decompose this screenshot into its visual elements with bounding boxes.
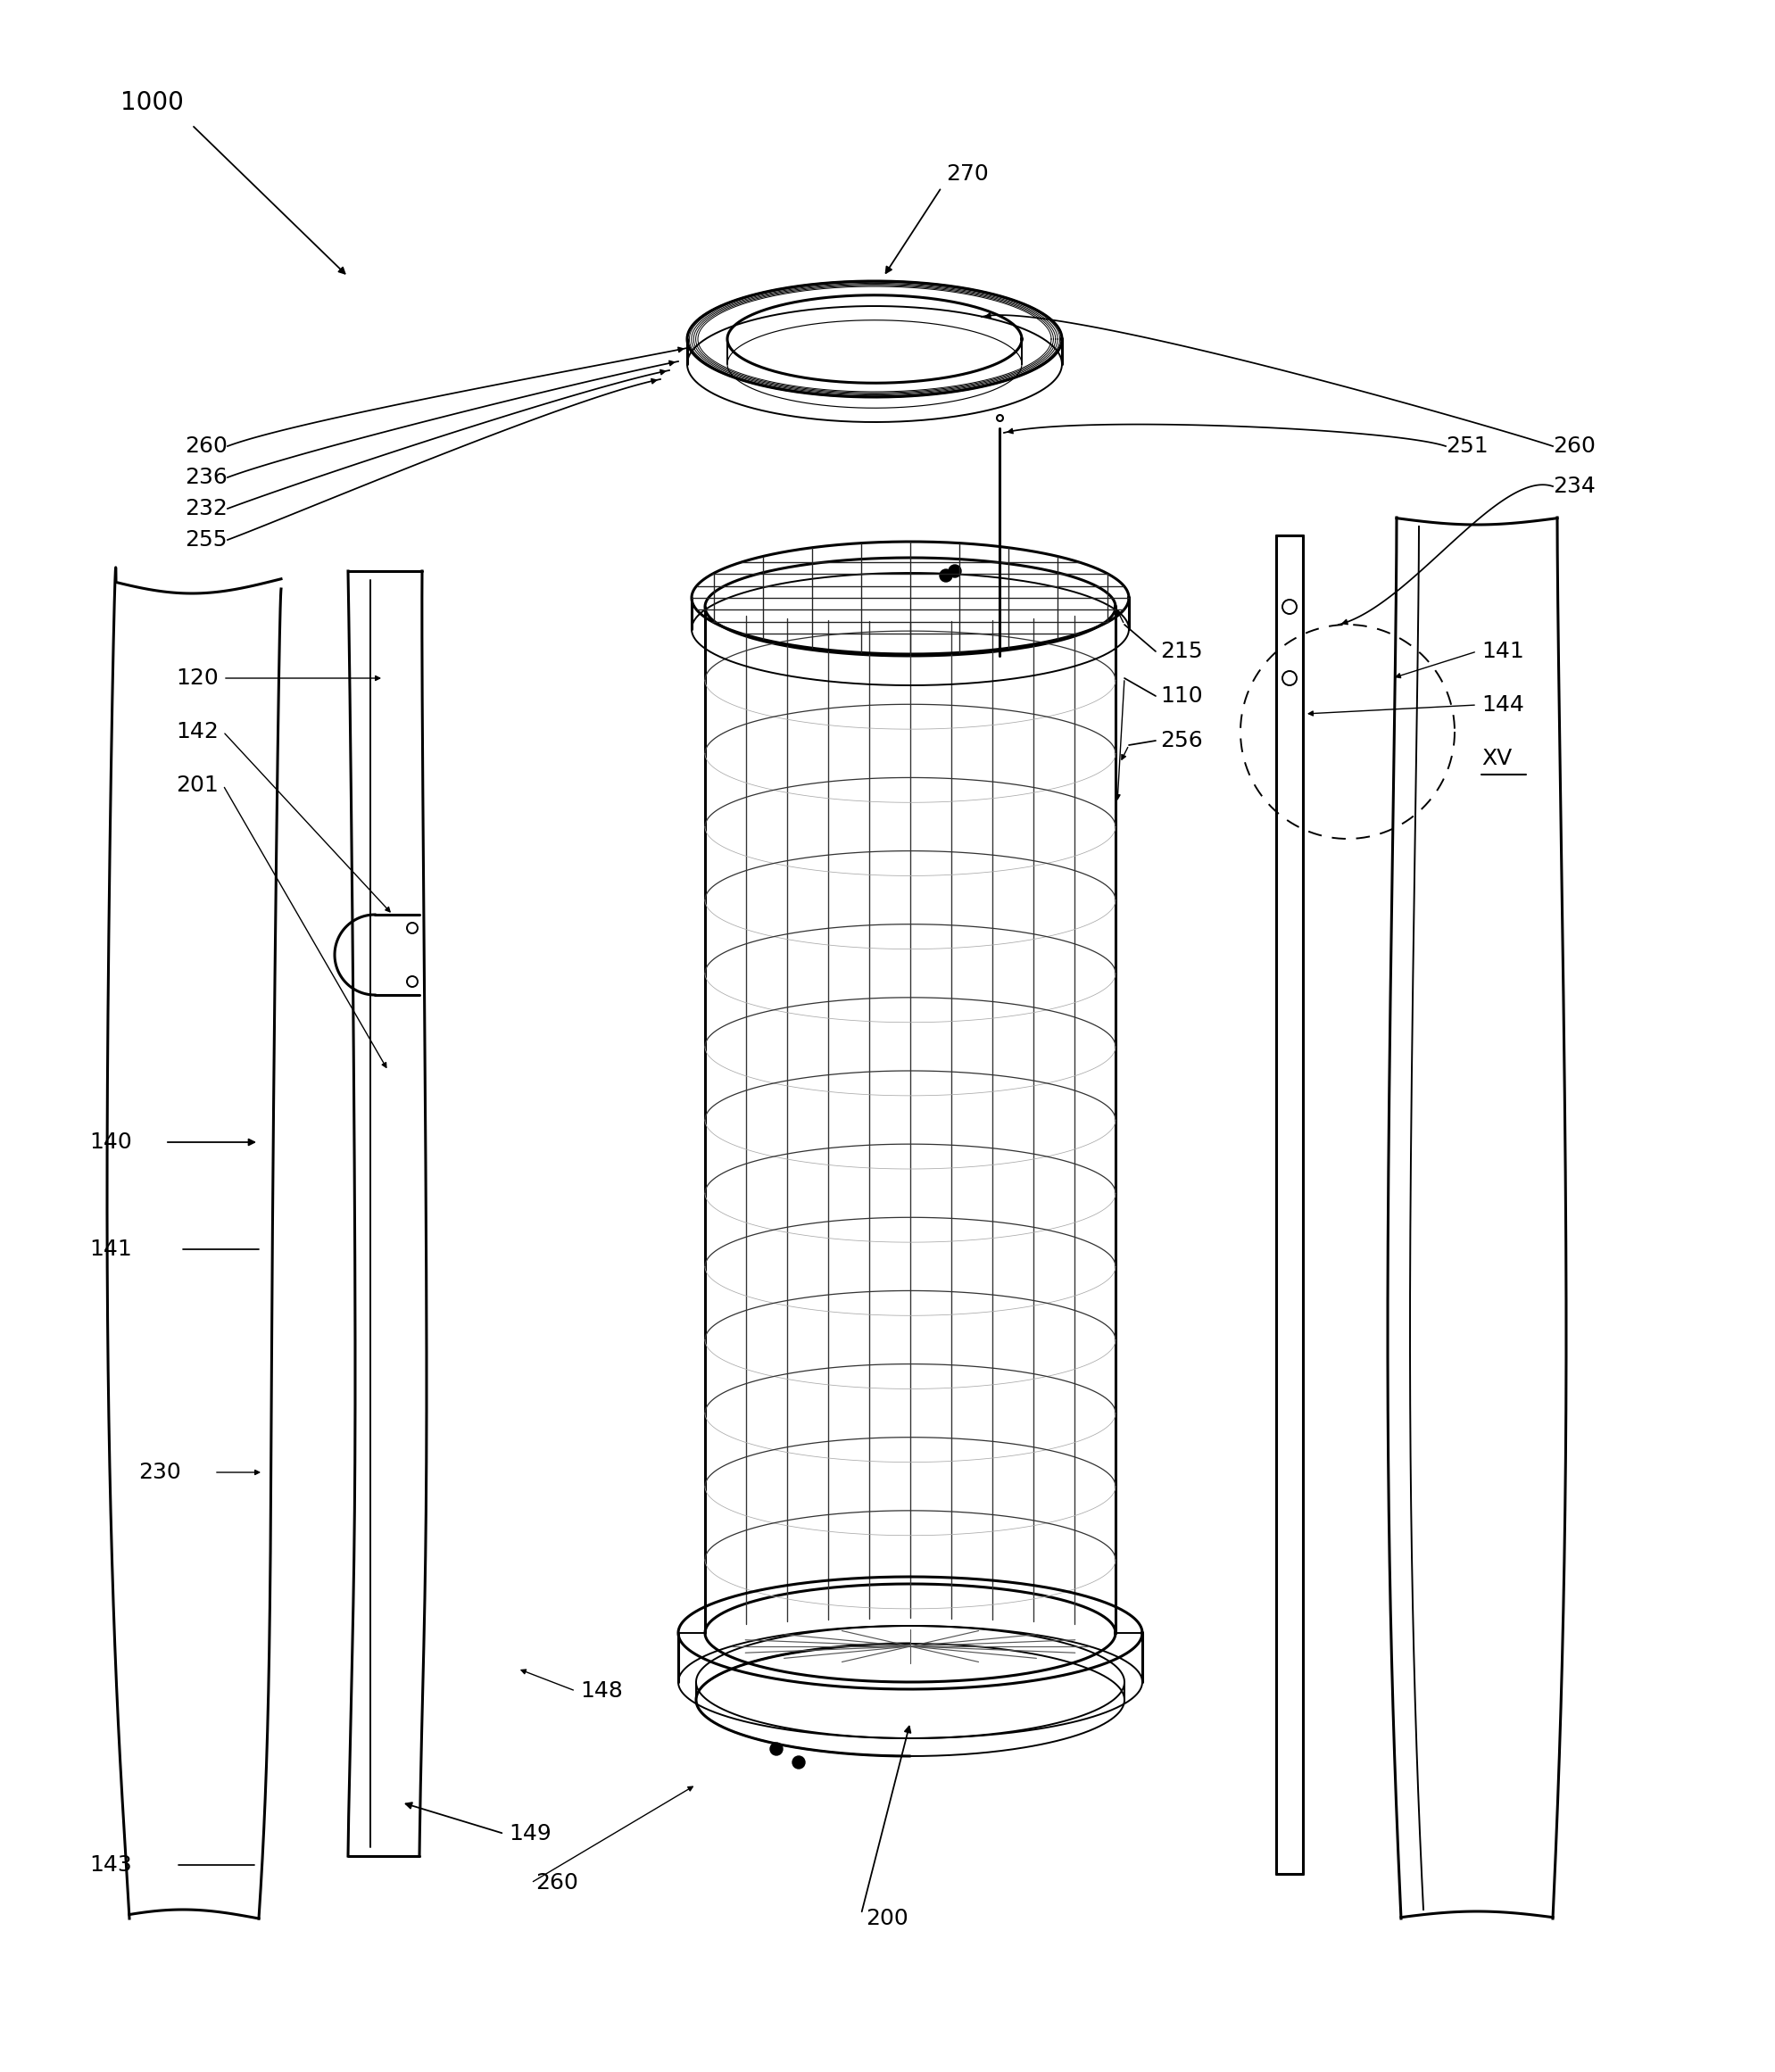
Text: 141: 141 xyxy=(89,1239,131,1260)
Text: 149: 149 xyxy=(508,1823,550,1844)
Text: 215: 215 xyxy=(1159,640,1202,663)
Circle shape xyxy=(948,566,960,578)
Text: 270: 270 xyxy=(946,164,989,184)
Text: 120: 120 xyxy=(176,667,218,688)
Text: 232: 232 xyxy=(185,497,227,520)
Text: 148: 148 xyxy=(580,1680,623,1701)
Text: 201: 201 xyxy=(176,775,218,796)
Text: 256: 256 xyxy=(1159,729,1202,752)
Circle shape xyxy=(939,570,951,582)
Circle shape xyxy=(770,1743,783,1755)
Text: 142: 142 xyxy=(176,721,218,742)
Text: 230: 230 xyxy=(138,1461,181,1484)
Text: 236: 236 xyxy=(185,466,227,489)
Text: 1000: 1000 xyxy=(121,89,183,116)
Text: 260: 260 xyxy=(536,1873,579,1894)
Text: 200: 200 xyxy=(864,1908,907,1929)
Text: 234: 234 xyxy=(1551,477,1594,497)
Text: 110: 110 xyxy=(1159,686,1202,707)
Text: 140: 140 xyxy=(89,1131,131,1152)
Circle shape xyxy=(792,1757,804,1769)
Text: 143: 143 xyxy=(89,1854,131,1875)
Text: 251: 251 xyxy=(1445,435,1487,456)
Text: 260: 260 xyxy=(185,435,227,456)
Text: 141: 141 xyxy=(1480,640,1523,663)
Text: 260: 260 xyxy=(1551,435,1594,456)
Text: XV: XV xyxy=(1480,748,1511,769)
Text: 144: 144 xyxy=(1480,694,1523,715)
Text: 255: 255 xyxy=(185,528,227,551)
